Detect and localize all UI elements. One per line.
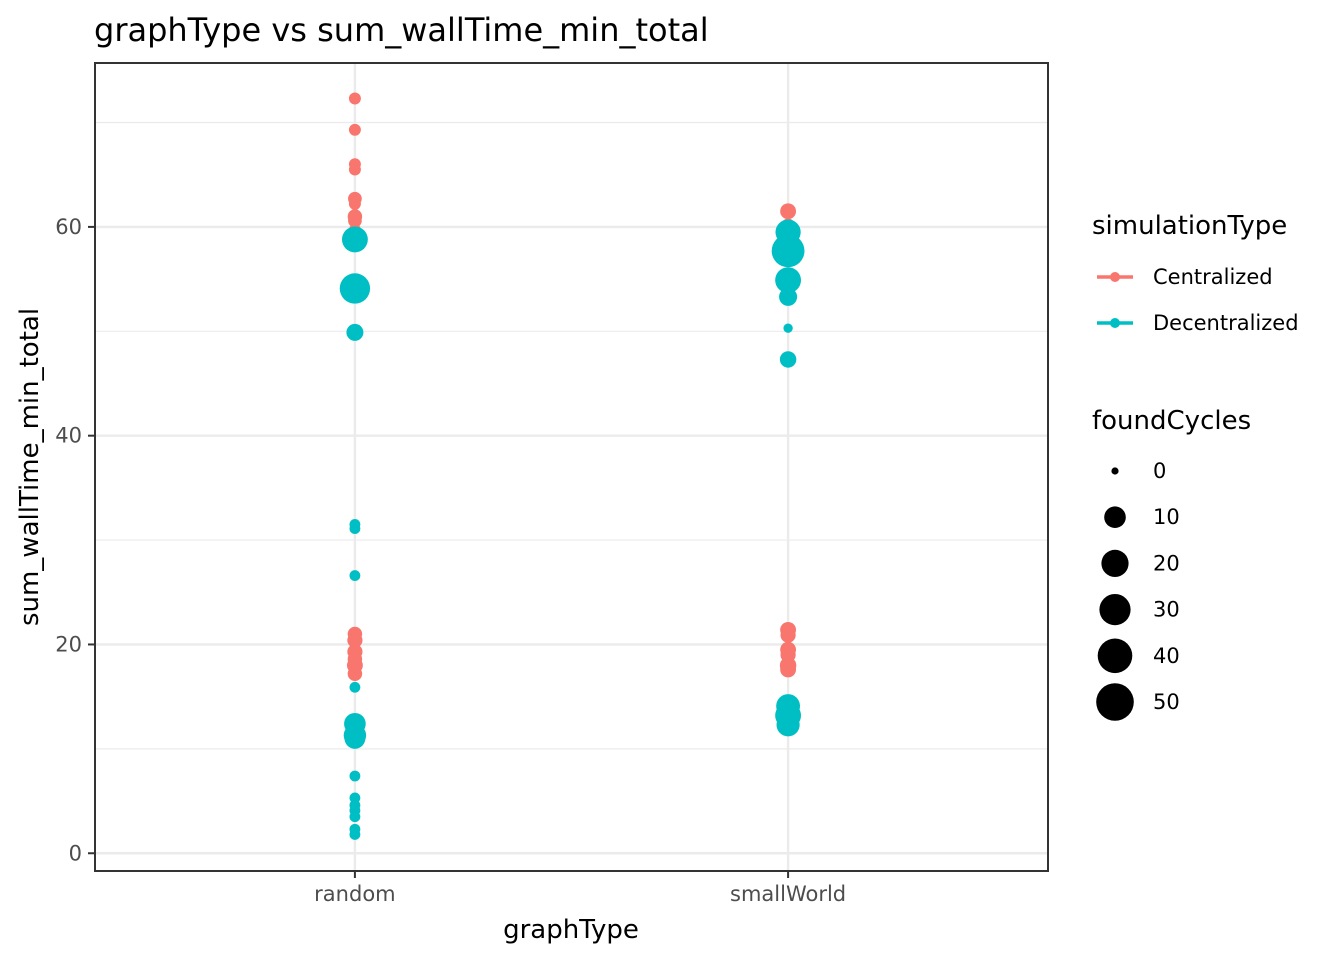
x-axis: random smallWorld	[314, 871, 846, 906]
data-point	[349, 811, 361, 823]
legend-key-point	[1110, 272, 1120, 282]
size-legend-keys: 0 10 20 30 40 50	[1096, 459, 1180, 721]
data-point	[348, 92, 361, 105]
data-point	[348, 163, 361, 176]
size-legend-key	[1099, 594, 1131, 626]
x-tick-label: smallWorld	[730, 882, 846, 906]
size-legend-label: 50	[1153, 690, 1180, 714]
data-point	[780, 203, 797, 220]
data-point	[348, 123, 361, 136]
y-axis: 0 20 40 60	[55, 215, 95, 865]
plot-panel	[94, 62, 1049, 872]
size-legend-key	[1111, 467, 1119, 475]
color-legend-keys: Centralized Decentralized	[1097, 265, 1299, 335]
data-point	[780, 661, 797, 678]
data-point	[349, 570, 361, 581]
data-point	[347, 666, 363, 681]
size-legend-label: 10	[1153, 505, 1180, 529]
y-tick-label: 20	[55, 632, 82, 656]
panel-border	[94, 62, 1049, 872]
size-legend-key	[1101, 549, 1129, 578]
size-legend-key	[1096, 683, 1134, 721]
data-point	[776, 713, 800, 737]
color-legend-title: simulationType	[1092, 211, 1287, 241]
size-legend-label: 0	[1153, 459, 1166, 483]
legend-key-point	[1110, 318, 1120, 328]
data-point	[349, 829, 361, 840]
series-decentralized	[339, 219, 805, 840]
y-tick-label: 0	[69, 841, 82, 865]
data-point	[348, 213, 362, 228]
panel-background	[95, 63, 1048, 871]
legend-label: Centralized	[1153, 265, 1273, 289]
data-point	[771, 234, 805, 268]
data-point	[779, 287, 798, 306]
y-tick-label: 60	[55, 215, 82, 239]
data-point	[346, 323, 364, 341]
legend-label: Decentralized	[1153, 311, 1299, 335]
size-legend-key	[1104, 506, 1126, 528]
data-point	[775, 267, 802, 294]
data-point	[339, 273, 371, 304]
legend: simulationType foundCycles Centralized De…	[1092, 211, 1299, 721]
x-tick-label: random	[314, 882, 395, 906]
data-point	[779, 351, 797, 368]
size-legend-title: foundCycles	[1092, 406, 1251, 436]
data-point	[349, 523, 361, 534]
data-point	[348, 197, 361, 210]
size-legend-key	[1097, 638, 1133, 674]
data-point	[783, 323, 793, 333]
data-point	[349, 681, 361, 693]
data-point	[349, 770, 361, 782]
data-point	[780, 627, 796, 643]
size-legend-label: 40	[1153, 644, 1180, 668]
data-point	[341, 226, 368, 253]
size-legend-label: 20	[1153, 551, 1180, 575]
data-point	[347, 632, 363, 648]
series-centralized	[346, 92, 797, 681]
size-legend-label: 30	[1153, 598, 1180, 622]
data-point	[344, 728, 366, 749]
y-tick-label: 40	[55, 424, 82, 448]
chart-title: graphType vs sum_wallTime_min_total	[94, 11, 709, 49]
y-axis-title: sum_wallTime_min_total	[15, 308, 45, 626]
x-axis-title: graphType	[503, 915, 639, 945]
